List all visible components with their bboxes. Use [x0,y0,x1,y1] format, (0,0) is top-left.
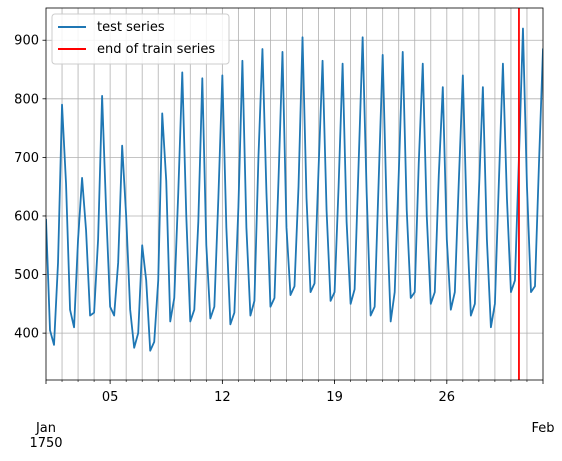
y-tick-label: 500 [14,268,39,283]
legend-label-end-of-train: end of train series [97,42,215,57]
y-tick-label: 800 [14,92,39,107]
y-tick-label: 400 [14,327,39,342]
x-tick-label: 05 [102,390,119,405]
x-tick-label: 12 [214,390,231,405]
plot-area [46,8,543,380]
y-tick-label: 900 [14,34,39,49]
x-tick-label: 19 [326,390,343,405]
y-tick-label: 600 [14,209,39,224]
plot-background [46,8,543,380]
legend-box [51,13,230,65]
legend-label-test-series: test series [97,20,165,35]
y-tick-label: 700 [14,151,39,166]
plot-frame [45,7,544,381]
series-line-test-series [46,27,543,352]
legend: test series end of train series [51,13,230,65]
x-tick-sublabel: 1750 [29,436,62,451]
x-tick-label: Jan [35,421,56,436]
x-tick-label: Feb [531,421,554,436]
x-tick-label: 26 [439,390,456,405]
